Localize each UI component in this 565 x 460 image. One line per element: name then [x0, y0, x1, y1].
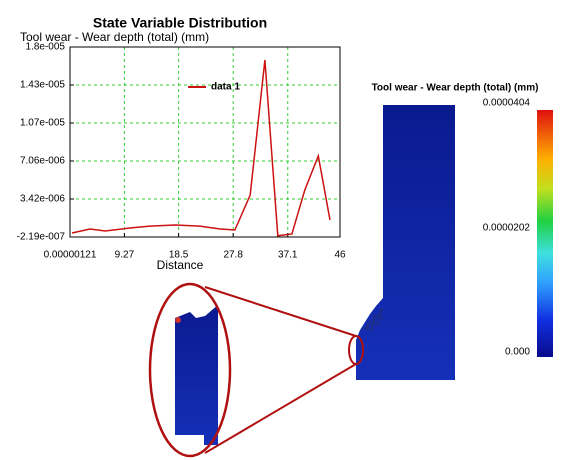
y-tick-label: 1.07e-005: [20, 118, 65, 129]
x-tick-label: 18.5: [169, 250, 189, 261]
y-tick-label: 7.06e-006: [20, 156, 65, 167]
workpiece: [356, 105, 455, 380]
x-axis-label: Distance: [157, 258, 204, 272]
zoom-workpiece: [175, 305, 218, 445]
hot-spot: [175, 317, 181, 323]
data-line: [71, 59, 331, 237]
scale-label: 0.0000404: [483, 98, 531, 109]
scale-label: 0.0000202: [483, 223, 531, 234]
x-tick-label: 0.00000121: [44, 250, 97, 261]
y-tick-label: 1.8e-005: [26, 42, 66, 53]
plot-background: [70, 47, 340, 237]
contour-title: Tool wear - Wear depth (total) (mm): [372, 83, 539, 94]
x-tick-label: 9.27: [115, 250, 135, 261]
color-bar: [537, 110, 553, 357]
y-axis-label: Tool wear - Wear depth (total) (mm): [20, 30, 209, 44]
legend-label: data 1: [211, 82, 240, 93]
y-tick-label: -2.19e-007: [17, 232, 66, 243]
y-tick-label: 1.43e-005: [20, 80, 65, 91]
zoom-line: [204, 286, 357, 337]
x-tick-label: 37.1: [278, 250, 298, 261]
y-tick-label: 3.42e-006: [20, 194, 65, 205]
mesh-detail: [362, 309, 385, 331]
zoom-line: [204, 363, 357, 454]
x-tick-label: 46: [334, 250, 346, 261]
x-tick-label: 27.8: [223, 250, 243, 261]
zoom-ellipse: [148, 282, 232, 458]
scale-label: 0.000: [505, 347, 530, 358]
plot-frame: [69, 46, 341, 238]
plot-area: -2.19e-007 3.42e-006 7.06e-006 1.07e-005 1.4…: [17, 42, 346, 261]
chart-title: State Variable Distribution: [93, 15, 267, 31]
